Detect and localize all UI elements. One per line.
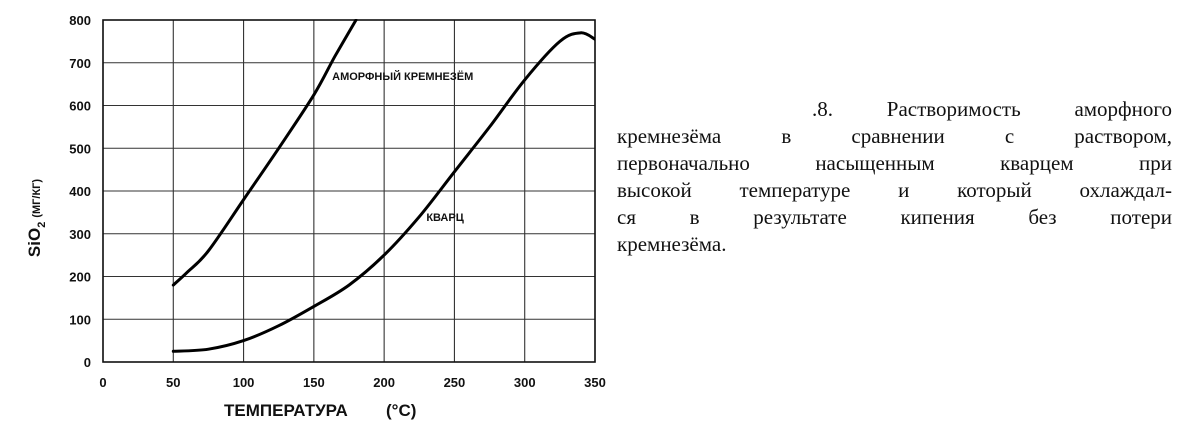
y-tick-label: 300 [69,227,91,242]
x-tick-label: 50 [166,375,180,390]
y-tick-label: 400 [69,184,91,199]
curve-labels: АМОРФНЫЙ КРЕМНЕЗЁМ КВАРЦ [332,70,473,224]
figure-caption: .8. Растворимость аморфного кремнезёма в… [617,96,1172,258]
y-tick-label: 0 [84,355,91,370]
data-curves [171,19,595,353]
caption-line: ся в результате кипения без потери [617,205,1172,229]
x-tick-label: 200 [373,375,395,390]
quartz-curve [171,31,595,353]
x-axis-unit: (°С) [386,401,416,420]
quartz-label: КВАРЦ [426,212,463,224]
y-tick-label: 700 [69,56,91,71]
x-tick-label: 150 [303,375,325,390]
x-tick-label: 300 [514,375,536,390]
y-tick-label: 800 [69,13,91,28]
y-axis-title-main: SiO [25,228,44,257]
plot-frame [102,19,596,363]
x-tick-label: 250 [444,375,466,390]
x-tick-labels: 0 50 100 150 200 250 300 350 [99,375,605,390]
y-tick-label: 500 [69,141,91,156]
caption-line: кремнезёма в сравнении с раствором, [617,124,1172,148]
solubility-chart: 0 50 100 150 200 250 300 350 0 100 200 300 400 500 60… [25,13,606,420]
x-tick-label: 350 [584,375,606,390]
y-axis-title-subscript: 2 [36,222,48,228]
caption-line: первоначально насыщенным кварцем при [617,151,1172,175]
caption-line: кремнезёма. [617,232,727,256]
amorphous-silica-label: АМОРФНЫЙ КРЕМНЕЗЁМ [332,70,473,83]
caption-line: .8. Растворимость аморфного [812,97,1172,121]
y-axis-title: SiO2 (МГ/КГ) [25,179,48,257]
y-tick-label: 200 [69,270,91,285]
x-tick-label: 0 [99,375,106,390]
amorphous-silica-curve [171,19,358,287]
y-axis-unit: (МГ/КГ) [31,179,43,218]
y-tick-label: 600 [69,99,91,114]
x-tick-label: 100 [233,375,255,390]
x-axis-title: ТЕМПЕРАТУРА [224,401,348,420]
y-tick-labels: 0 100 200 300 400 500 600 700 800 [69,13,91,370]
y-tick-label: 100 [69,312,91,327]
caption-line: высокой температуре и который охлаждал- [617,178,1172,202]
